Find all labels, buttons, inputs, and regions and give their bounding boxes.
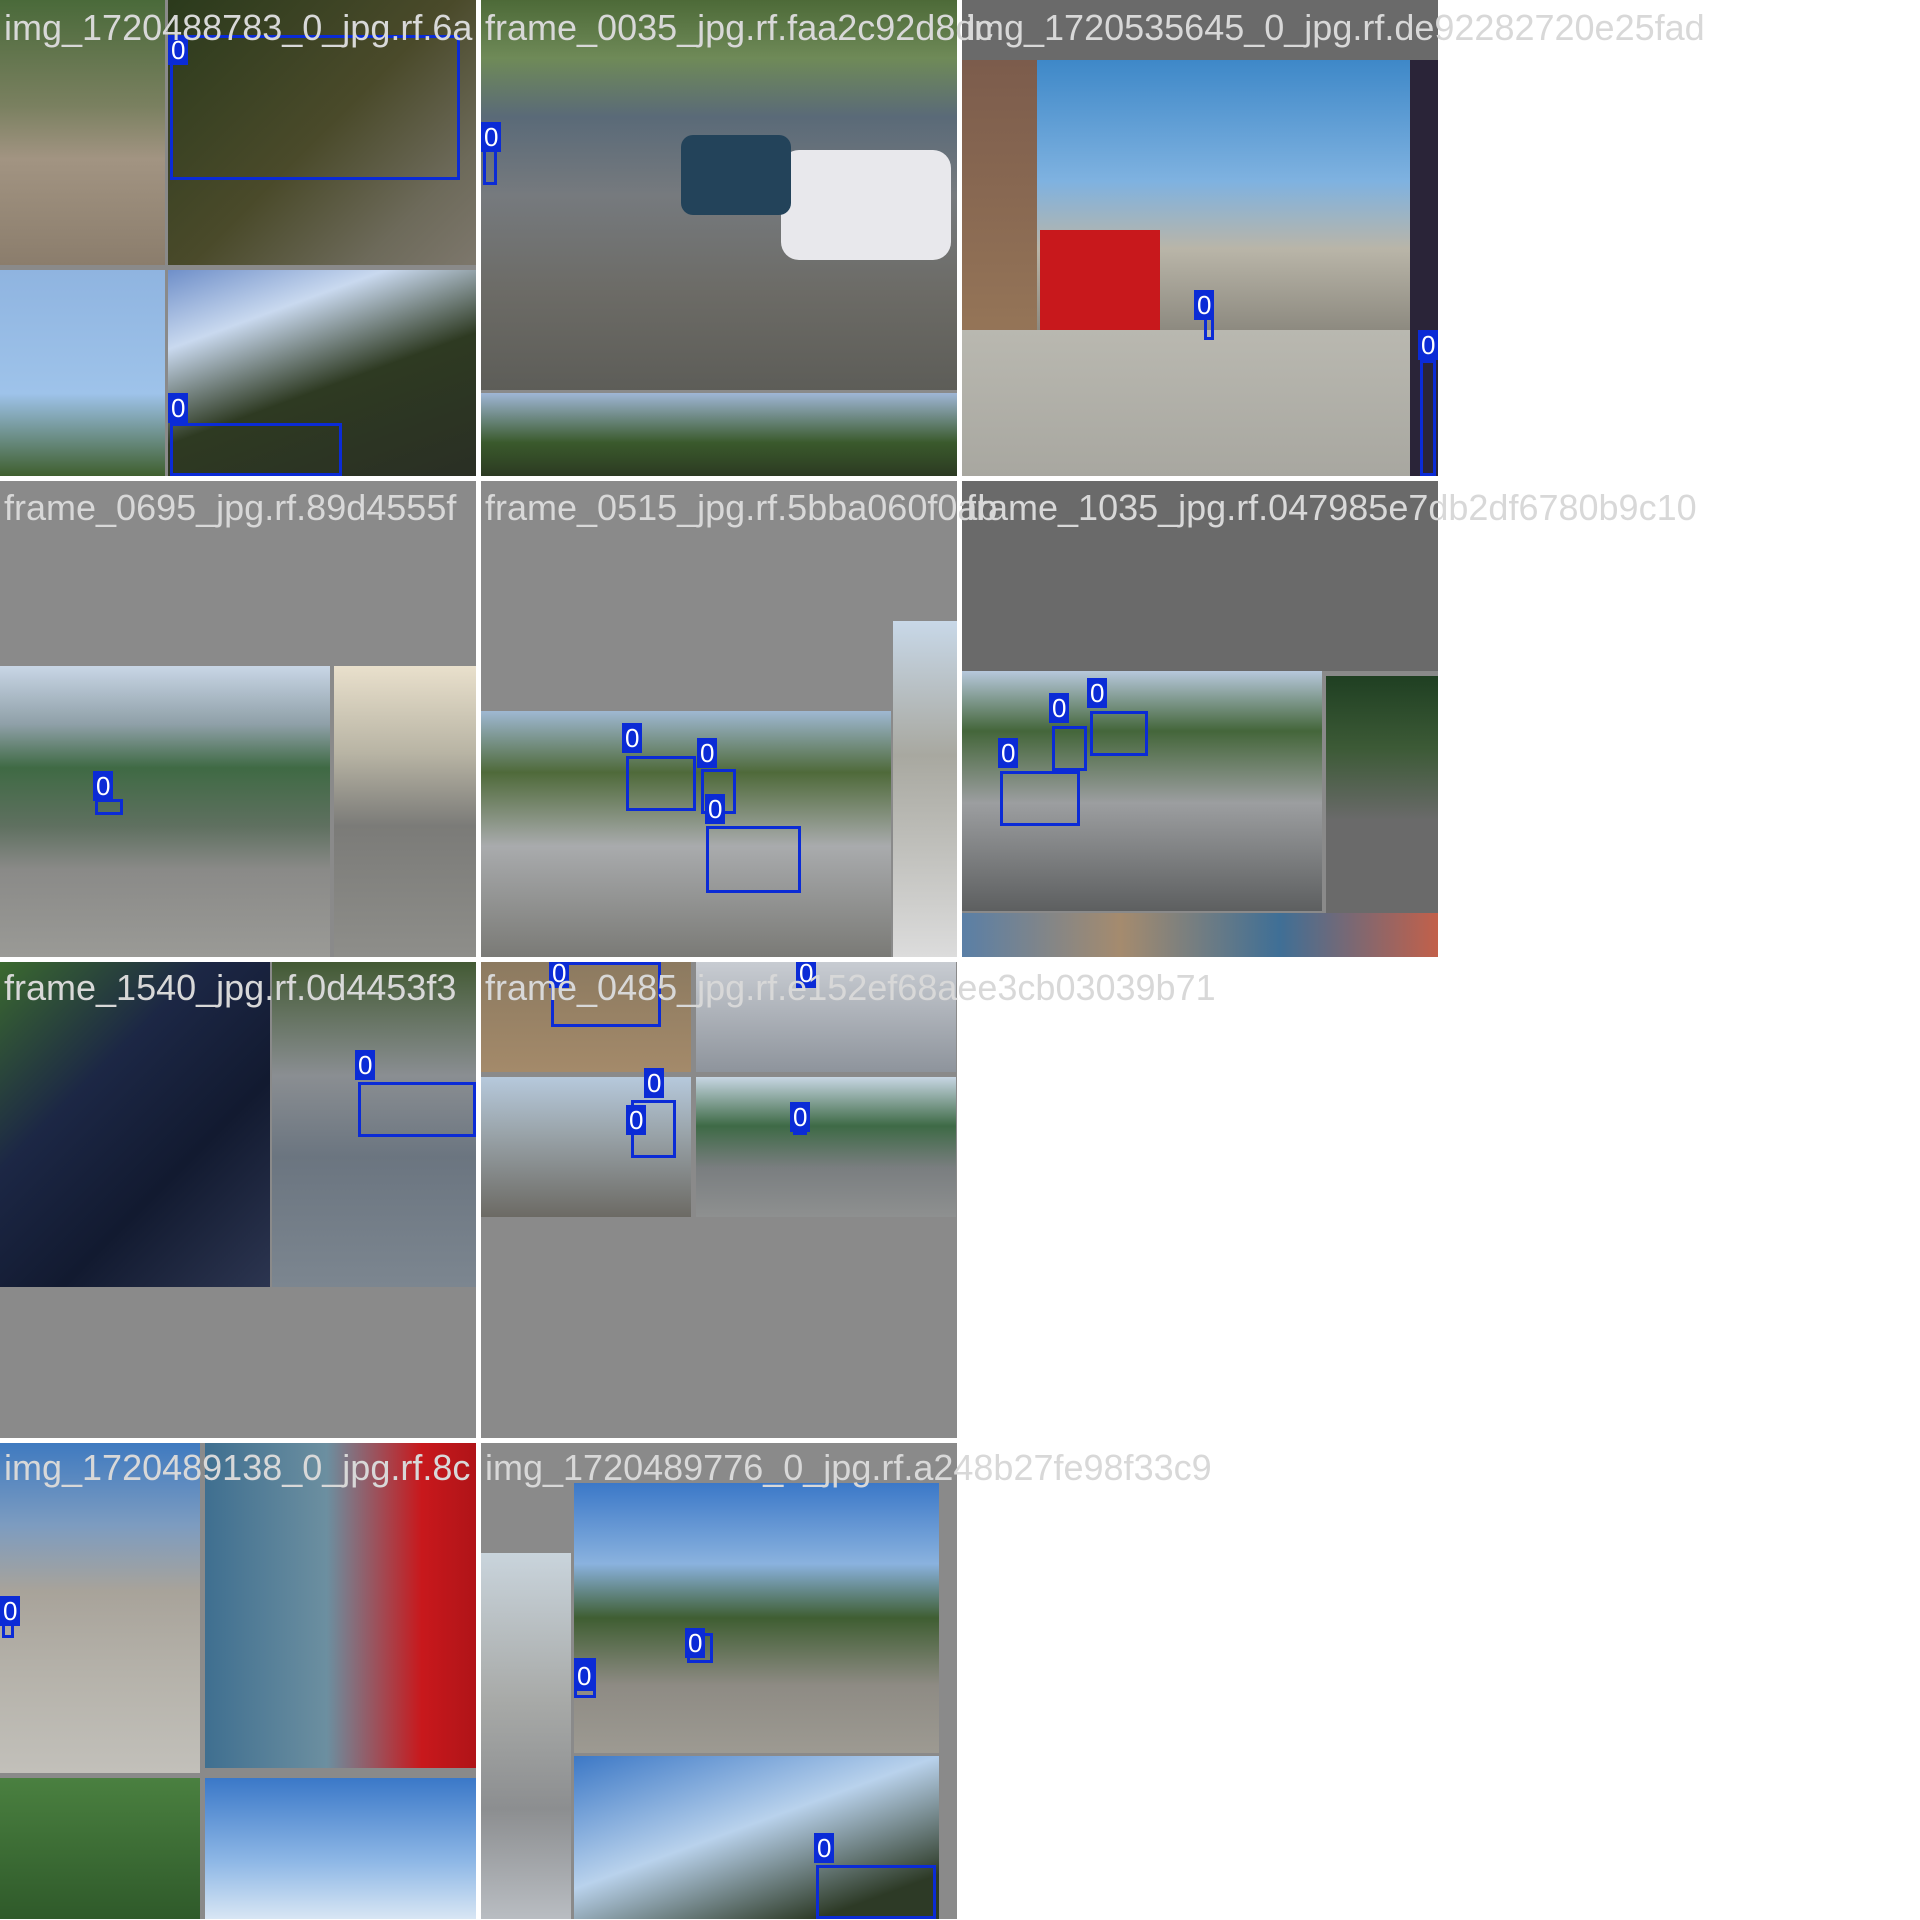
detection-label: 0 <box>685 1628 706 1658</box>
photo-harbor-road <box>0 666 330 957</box>
photo-dark-car <box>0 962 270 1287</box>
photo-trees <box>168 0 476 265</box>
detection-label: 0 <box>355 1050 376 1080</box>
photo-ground <box>481 962 691 1072</box>
detection-label: 0 <box>1418 330 1438 360</box>
photo-traps-road <box>696 1077 956 1217</box>
photo-padding <box>481 481 957 711</box>
detection-label: 0 <box>93 771 114 801</box>
photo-padding <box>0 481 476 666</box>
photo-padding <box>0 1287 476 1438</box>
detection-box <box>1090 711 1148 756</box>
detection-box <box>170 423 342 476</box>
photo-lot <box>272 962 476 1287</box>
photo-sunset-road <box>334 666 476 957</box>
detection-label: 0 <box>168 393 189 423</box>
photo-padding <box>481 1443 571 1553</box>
detection-label: 0 <box>1049 693 1070 723</box>
detection-label: 0 <box>168 35 189 65</box>
detection-box <box>626 756 696 811</box>
detection-box <box>551 962 661 1027</box>
mosaic-tile-7: 0 <box>0 962 476 1438</box>
photo-building-strip <box>893 621 957 957</box>
detection-label: 0 <box>814 1833 835 1863</box>
photo-mural-red <box>205 1443 476 1768</box>
detection-box <box>1052 726 1087 771</box>
tile-caption: frame_1035_jpg.rf.047985e7db2df6780b9c10 <box>966 487 1697 528</box>
tile-caption: frame_0485_jpg.rf.e152ef68aee3cb03039b71 <box>485 967 1216 1008</box>
photo-mural-strip <box>962 913 1438 957</box>
mosaic-tile-2: 0 <box>481 0 957 476</box>
photo-silver-car <box>481 711 891 957</box>
mosaic-tile-1: 0 0 <box>0 0 476 476</box>
detection-label: 0 <box>644 1068 665 1098</box>
detection-label: 0 <box>626 1105 647 1135</box>
photo-sky <box>0 270 165 476</box>
mosaic-tile-4: 0 <box>0 481 476 957</box>
tile-caption: img_1720489138_0_jpg.rf.8c <box>4 1447 471 1488</box>
mosaic-tile-8: 0 0 0 0 0 <box>481 962 957 1438</box>
detection-box <box>1000 771 1080 826</box>
detection-label: 0 <box>1194 290 1215 320</box>
tile-caption: frame_0695_jpg.rf.89d4555f <box>4 487 457 528</box>
photo-trees <box>0 1778 200 1919</box>
tile-caption: img_1720489776_0_jpg.rf.a248b27fe98f33c9 <box>485 1447 1212 1488</box>
mosaic-tile-10: 0 0 0 <box>481 1443 957 1919</box>
detection-box <box>170 35 460 180</box>
photo-car <box>781 150 951 260</box>
tile-caption: img_1720488783_0_jpg.rf.6a <box>4 7 473 48</box>
photo-road <box>696 962 956 1072</box>
photo-padding <box>481 1217 957 1438</box>
photo-road <box>0 0 165 265</box>
detection-box <box>1420 360 1436 476</box>
mosaic-tile-5: 0 0 0 <box>481 481 957 957</box>
detection-box <box>706 826 801 893</box>
photo-coastal-road <box>574 1483 939 1753</box>
detection-label: 0 <box>796 962 817 988</box>
mosaic-tile-9: 0 <box>0 1443 476 1919</box>
photo-van <box>681 135 791 215</box>
photo-parking-lot <box>1326 676 1438 916</box>
photo-palms <box>168 270 476 476</box>
detection-box <box>816 1865 936 1919</box>
detection-label: 0 <box>574 1661 595 1691</box>
detection-label: 0 <box>1087 678 1108 708</box>
detection-label: 0 <box>622 723 643 753</box>
tile-caption: img_1720535645_0_jpg.rf.de92282720e25fad <box>966 7 1705 48</box>
detection-box <box>358 1082 476 1137</box>
photo-sky <box>205 1778 476 1919</box>
detection-label: 0 <box>697 738 718 768</box>
photo-palms <box>481 393 957 476</box>
mosaic-tile-6: 0 0 0 <box>962 481 1438 957</box>
detection-label: 0 <box>0 1596 21 1626</box>
detection-label: 0 <box>549 962 570 988</box>
photo-top-band <box>962 0 1438 60</box>
detection-box <box>95 799 123 815</box>
tile-caption: frame_0035_jpg.rf.faa2c92d8dc <box>485 7 994 48</box>
tile-caption: frame_0515_jpg.rf.5bba060f0ab <box>485 487 998 528</box>
tile-caption: frame_1540_jpg.rf.0d4453f3 <box>4 967 457 1008</box>
mosaic-tile-3: 0 0 <box>962 0 1438 476</box>
photo-padding <box>962 481 1438 671</box>
photo-harbor-strip <box>481 1553 571 1919</box>
photo-building <box>0 1443 200 1773</box>
detection-label: 0 <box>790 1102 811 1132</box>
detection-label: 0 <box>705 794 726 824</box>
detection-label: 0 <box>998 738 1019 768</box>
photo-palms-sky <box>574 1756 939 1919</box>
detection-label: 0 <box>481 122 502 152</box>
photo-plaza <box>962 330 1410 476</box>
